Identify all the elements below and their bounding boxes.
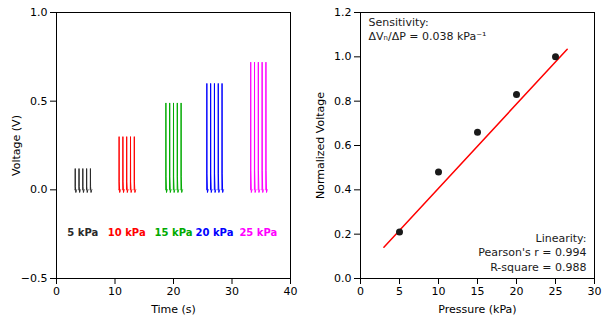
- svg-text:0: 0: [357, 285, 364, 298]
- svg-text:0.4: 0.4: [334, 183, 352, 196]
- svg-text:20 kPa: 20 kPa: [196, 227, 234, 238]
- svg-text:15: 15: [471, 285, 485, 298]
- svg-text:1.0: 1.0: [334, 50, 352, 63]
- svg-text:Normalized Voltage: Normalized Voltage: [314, 92, 327, 199]
- svg-text:15 kPa: 15 kPa: [155, 227, 193, 238]
- svg-text:0.0: 0.0: [334, 272, 352, 285]
- svg-text:40: 40: [284, 285, 298, 298]
- svg-text:25 kPa: 25 kPa: [239, 227, 277, 238]
- svg-text:0.0: 0.0: [30, 183, 48, 196]
- svg-text:10 kPa: 10 kPa: [108, 227, 146, 238]
- svg-text:Time (s): Time (s): [150, 303, 196, 316]
- svg-text:5: 5: [396, 285, 403, 298]
- svg-text:0: 0: [53, 285, 60, 298]
- svg-text:1.2: 1.2: [334, 6, 352, 19]
- svg-text:Linearity:Pearson's r = 0.994R: Linearity:Pearson's r = 0.994R-square = …: [478, 232, 586, 274]
- svg-text:Pressure (kPa): Pressure (kPa): [438, 303, 516, 316]
- svg-text:−0.5: −0.5: [21, 272, 48, 285]
- svg-text:20: 20: [167, 285, 181, 298]
- svg-text:10: 10: [432, 285, 446, 298]
- svg-text:0.5: 0.5: [30, 95, 48, 108]
- svg-text:Sensitivity:: Sensitivity:: [369, 16, 429, 29]
- svg-text:20: 20: [510, 285, 524, 298]
- svg-text:10: 10: [108, 285, 122, 298]
- svg-text:Voltage (V): Voltage (V): [10, 115, 23, 176]
- svg-text:ΔVₙ/ΔP = 0.038 kPa⁻¹: ΔVₙ/ΔP = 0.038 kPa⁻¹: [369, 30, 487, 43]
- svg-text:30: 30: [225, 285, 239, 298]
- svg-text:5 kPa: 5 kPa: [67, 227, 98, 238]
- svg-text:30: 30: [588, 285, 602, 298]
- svg-text:25: 25: [549, 285, 563, 298]
- svg-text:1.0: 1.0: [30, 6, 48, 19]
- svg-text:0.6: 0.6: [334, 139, 352, 152]
- svg-text:0.8: 0.8: [334, 95, 352, 108]
- svg-text:0.2: 0.2: [334, 228, 352, 241]
